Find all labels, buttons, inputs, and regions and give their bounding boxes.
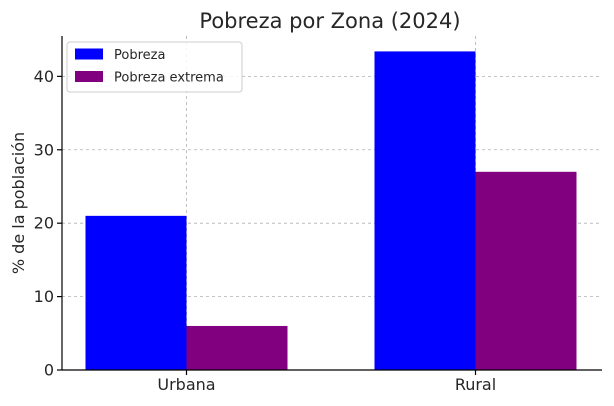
- legend-label-pobreza: Pobreza: [114, 48, 165, 63]
- y-tick-label: 40: [34, 67, 54, 86]
- y-axis-label: % de la población: [9, 132, 28, 274]
- y-tick-label: 30: [34, 140, 54, 159]
- y-tick-label: 20: [34, 214, 54, 233]
- legend: Pobreza Pobreza extrema: [66, 41, 243, 93]
- legend-frame: [66, 41, 243, 93]
- bars-layer: [85, 51, 577, 371]
- chart-title: Pobreza por Zona (2024): [199, 9, 460, 33]
- bar-pobreza-extrema-rural: [475, 171, 577, 370]
- axes-layer: [61, 36, 602, 371]
- bar-pobreza-rural: [374, 51, 476, 371]
- legend-swatch-pobreza: [75, 48, 103, 60]
- bar-pobreza-extrema-urbana: [186, 325, 288, 370]
- y-tick-label: 0: [44, 361, 54, 380]
- bar-pobreza-urbana: [85, 215, 187, 370]
- y-tick-label: 10: [34, 287, 54, 306]
- legend-label-pobreza-extrema: Pobreza extrema: [114, 71, 224, 86]
- x-tick-label-urbana: Urbana: [157, 375, 215, 394]
- legend-swatch-pobreza-extrema: [75, 71, 103, 82]
- ticks-layer: 0 10 20 30 40 Urbana Rural: [34, 67, 497, 394]
- x-tick-label-rural: Rural: [455, 375, 496, 394]
